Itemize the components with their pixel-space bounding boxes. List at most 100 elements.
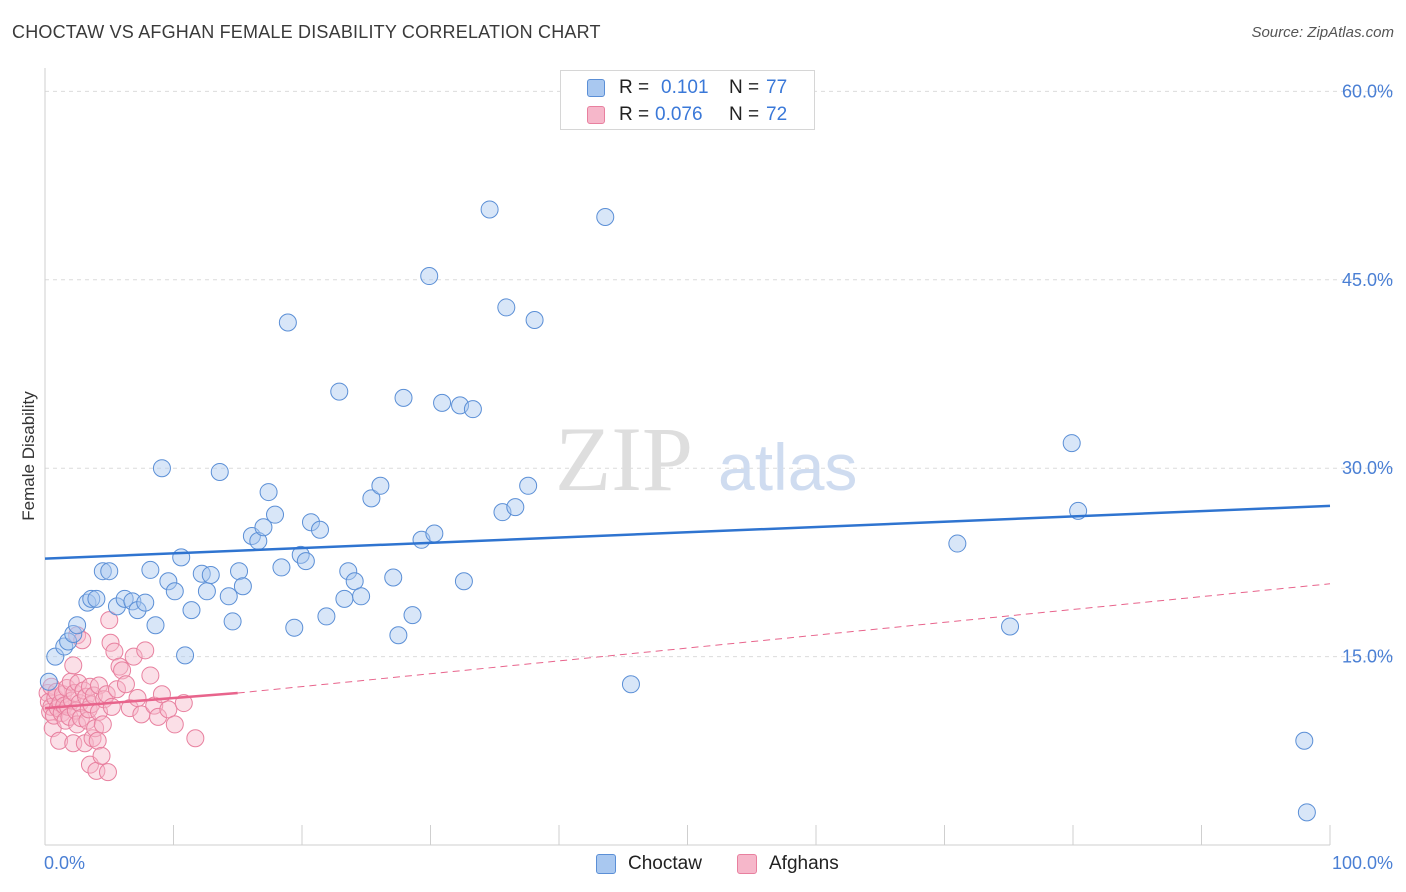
choctaw-point-71	[948, 534, 967, 553]
choctaw-point-27	[210, 462, 229, 481]
legend-n-label: N =	[729, 77, 760, 98]
afghan-points	[38, 611, 205, 782]
choctaw-point-50	[362, 489, 381, 508]
choctaw-points	[39, 200, 1316, 822]
choctaw-point-49	[352, 587, 371, 606]
choctaw-point-45	[330, 382, 349, 401]
choctaw-point-18	[152, 459, 171, 478]
choctaw-point-28	[219, 587, 238, 606]
choctaw-point-35	[259, 483, 278, 502]
choctaw-point-76	[1297, 803, 1316, 822]
legend-row-choctaw: R = 0.101 N = 77	[561, 75, 814, 101]
chart-title: CHOCTAW VS AFGHAN FEMALE DISABILITY CORR…	[12, 22, 601, 42]
choctaw-point-66	[506, 498, 525, 517]
choctaw-point-13	[123, 592, 142, 611]
legend-afghan-n: 72	[766, 104, 788, 125]
bottom-legend: Choctaw Afghans	[0, 852, 1406, 878]
choctaw-point-21	[172, 548, 191, 567]
choctaw-point-39	[285, 618, 304, 637]
afghan-swatch	[587, 106, 605, 124]
choctaw-point-26	[201, 565, 220, 584]
afghan-trend-line-dashed	[237, 583, 1331, 694]
choctaw-point-51	[371, 476, 390, 495]
choctaw-point-43	[310, 520, 329, 539]
choctaw-point-19	[159, 572, 178, 591]
choctaw-point-37	[272, 558, 291, 577]
x-tick-label-max: 100.0%	[1332, 853, 1393, 873]
choctaw-point-25	[197, 582, 216, 601]
y-axis-label: Female Disability	[19, 391, 38, 521]
watermark: ZIP atlas	[555, 408, 857, 510]
choctaw-point-36	[266, 505, 285, 524]
choctaw-point-0	[46, 647, 65, 666]
legend-box: R = 0.101 N = 77 R = 0.076 N = 72	[560, 70, 815, 130]
choctaw-point-72	[1001, 617, 1020, 636]
choctaw-point-4	[64, 624, 83, 643]
source-label: Source: ZipAtlas.com	[1251, 24, 1394, 41]
watermark-zip: ZIP	[555, 408, 693, 510]
y-tick-label-30: 30.0%	[1342, 458, 1393, 478]
choctaw-point-54	[394, 388, 413, 407]
afghan-point-66	[149, 707, 168, 726]
choctaw-point-63	[480, 200, 499, 219]
choctaw-point-17	[146, 616, 165, 635]
choctaw-point-41	[296, 552, 315, 571]
choctaw-point-8	[87, 589, 106, 608]
choctaw-point-20	[165, 582, 184, 601]
y-tick-label-15: 15.0%	[1342, 647, 1393, 667]
x-ticks	[173, 825, 1331, 845]
choctaw-point-47	[339, 562, 358, 581]
choctaw-swatch	[587, 79, 605, 97]
choctaw-point-62	[463, 400, 482, 419]
y-tick-label-60: 60.0%	[1342, 81, 1393, 101]
choctaw-point-34	[254, 518, 273, 537]
afghan-trend-line-solid	[44, 691, 238, 710]
choctaw-point-10	[100, 562, 119, 581]
legend-r-label: R =	[619, 104, 650, 125]
choctaw-legend-label: Choctaw	[628, 853, 702, 874]
afghan-point-64	[141, 666, 160, 685]
afghan-point-50	[98, 763, 117, 782]
choctaw-point-52	[384, 568, 403, 587]
afghan-point-55	[107, 680, 126, 699]
afghan-point-46	[92, 746, 111, 765]
choctaw-point-38	[278, 313, 297, 332]
choctaw-point-5	[68, 616, 87, 635]
choctaw-point-70	[621, 675, 640, 694]
afghan-point-53	[102, 697, 121, 716]
afghan-point-22	[64, 656, 83, 675]
choctaw-point-42	[301, 513, 320, 532]
choctaw-point-24	[192, 564, 211, 583]
afghan-point-57	[113, 661, 132, 680]
afghan-legend-label: Afghans	[769, 853, 839, 874]
choctaw-point-58	[425, 524, 444, 543]
afghan-point-61	[128, 689, 147, 708]
afghan-point-60	[124, 647, 143, 666]
choctaw-point-67	[519, 476, 538, 495]
choctaw-point-29	[223, 612, 242, 631]
choctaw-point-9	[93, 562, 112, 581]
x-tick-labels: 0.0% 100.0%	[44, 853, 1393, 873]
choctaw-point-73	[1062, 434, 1081, 453]
afghan-point-69	[165, 715, 184, 734]
afghan-point-52	[101, 633, 120, 652]
choctaw-point-59	[433, 393, 452, 412]
x-tick-label-min: 0.0%	[44, 853, 85, 873]
choctaw-point-69	[596, 208, 615, 226]
afghan-point-54	[105, 642, 124, 661]
choctaw-point-14	[128, 601, 147, 620]
afghan-point-58	[116, 675, 135, 694]
afghan-point-10	[50, 731, 69, 750]
choctaw-point-31	[233, 577, 252, 596]
choctaw-point-44	[317, 607, 336, 626]
y-tick-label-45: 45.0%	[1342, 270, 1393, 290]
afghan-point-59	[120, 699, 139, 718]
legend-n-label: N =	[729, 104, 760, 125]
choctaw-point-55	[403, 606, 422, 625]
choctaw-point-46	[335, 589, 354, 608]
choctaw-legend-swatch	[596, 854, 616, 874]
legend-choctaw-r: 0.101	[661, 77, 709, 98]
legend-row-afghans: R = 0.076 N = 72	[561, 102, 814, 128]
legend-choctaw-n: 77	[766, 77, 788, 98]
choctaw-point-16	[141, 560, 160, 579]
